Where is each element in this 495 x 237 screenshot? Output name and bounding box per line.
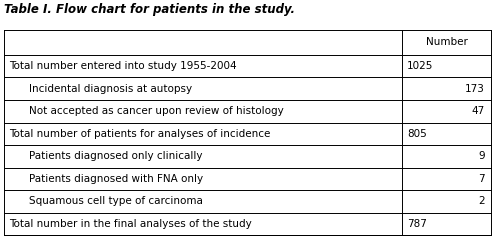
Text: 173: 173 <box>465 84 485 94</box>
Text: Total number entered into study 1955-2004: Total number entered into study 1955-200… <box>9 61 237 71</box>
Text: Total number in the final analyses of the study: Total number in the final analyses of th… <box>9 219 251 229</box>
Text: 47: 47 <box>472 106 485 116</box>
Text: Squamous cell type of carcinoma: Squamous cell type of carcinoma <box>29 196 202 206</box>
Text: Incidental diagnosis at autopsy: Incidental diagnosis at autopsy <box>29 84 192 94</box>
Text: Table I. Flow chart for patients in the study.: Table I. Flow chart for patients in the … <box>4 3 295 16</box>
Text: Not accepted as cancer upon review of histology: Not accepted as cancer upon review of hi… <box>29 106 284 116</box>
Text: 787: 787 <box>407 219 427 229</box>
Text: Patients diagnosed only clinically: Patients diagnosed only clinically <box>29 151 202 161</box>
Text: 7: 7 <box>479 174 485 184</box>
Text: Number: Number <box>426 37 467 47</box>
Text: 9: 9 <box>479 151 485 161</box>
Text: 805: 805 <box>407 129 427 139</box>
Text: Patients diagnosed with FNA only: Patients diagnosed with FNA only <box>29 174 203 184</box>
Text: 2: 2 <box>479 196 485 206</box>
Text: Total number of patients for analyses of incidence: Total number of patients for analyses of… <box>9 129 270 139</box>
Text: 1025: 1025 <box>407 61 433 71</box>
